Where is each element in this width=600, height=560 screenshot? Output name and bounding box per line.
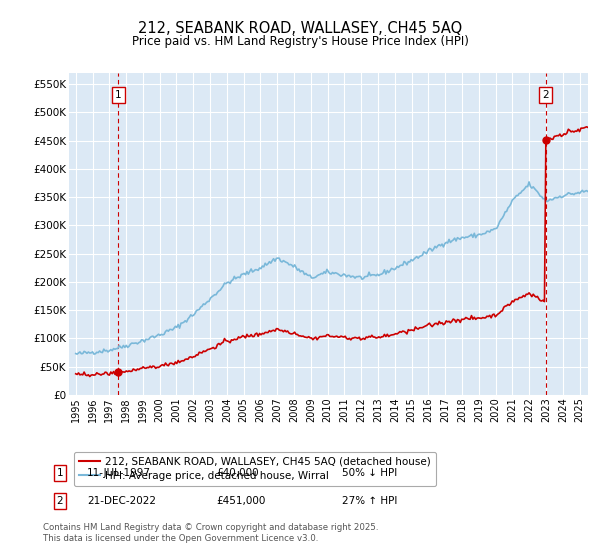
Text: Price paid vs. HM Land Registry's House Price Index (HPI): Price paid vs. HM Land Registry's House … (131, 35, 469, 48)
Legend: 212, SEABANK ROAD, WALLASEY, CH45 5AQ (detached house), HPI: Average price, deta: 212, SEABANK ROAD, WALLASEY, CH45 5AQ (d… (74, 451, 436, 486)
Text: 50% ↓ HPI: 50% ↓ HPI (342, 468, 397, 478)
Text: Contains HM Land Registry data © Crown copyright and database right 2025.: Contains HM Land Registry data © Crown c… (43, 523, 379, 532)
Text: 1: 1 (56, 468, 64, 478)
Text: 2: 2 (56, 496, 64, 506)
Text: 1: 1 (115, 90, 122, 100)
Text: This data is licensed under the Open Government Licence v3.0.: This data is licensed under the Open Gov… (43, 534, 319, 543)
Text: 212, SEABANK ROAD, WALLASEY, CH45 5AQ: 212, SEABANK ROAD, WALLASEY, CH45 5AQ (138, 21, 462, 36)
Text: 21-DEC-2022: 21-DEC-2022 (87, 496, 156, 506)
Text: 11-JUL-1997: 11-JUL-1997 (87, 468, 151, 478)
Text: 27% ↑ HPI: 27% ↑ HPI (342, 496, 397, 506)
Text: 2: 2 (542, 90, 549, 100)
Text: £40,000: £40,000 (216, 468, 259, 478)
Text: £451,000: £451,000 (216, 496, 265, 506)
